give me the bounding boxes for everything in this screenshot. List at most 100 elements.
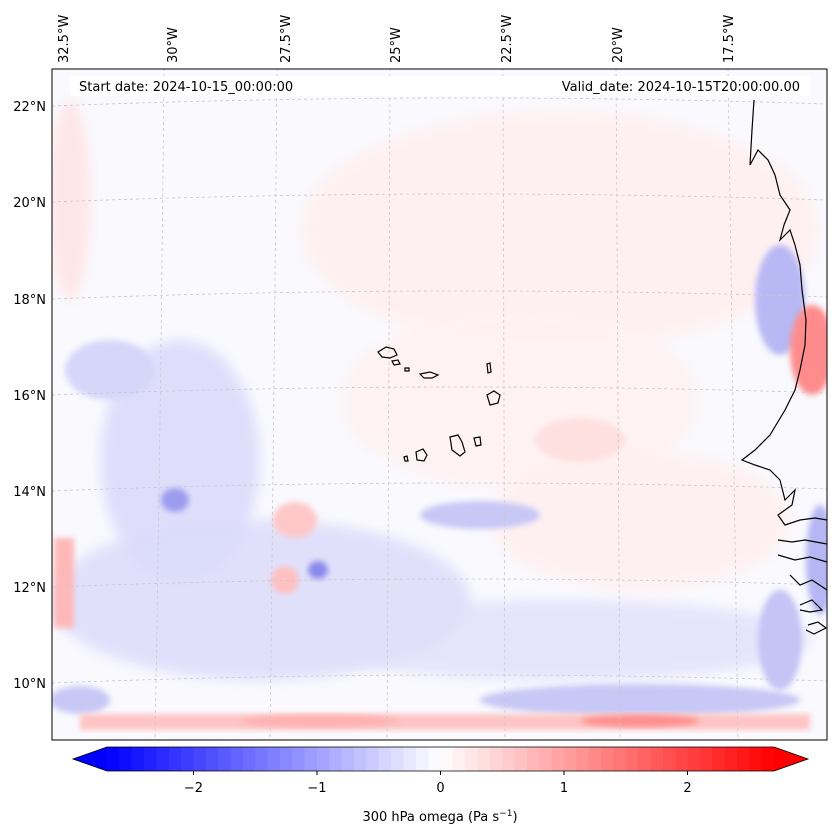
colorbar-cell bbox=[736, 747, 750, 771]
colorbar-cell bbox=[687, 747, 701, 771]
colorbar-cell bbox=[576, 747, 590, 771]
colorbar-cells bbox=[73, 747, 808, 771]
colorbar-cell bbox=[279, 747, 293, 771]
gambia-coast bbox=[777, 539, 827, 563]
fogo-island bbox=[415, 448, 428, 462]
colorbar-cell bbox=[675, 747, 689, 771]
colorbar-cell bbox=[551, 747, 565, 771]
colorbar-min-extend bbox=[73, 747, 107, 771]
colorbar-cell bbox=[465, 747, 479, 771]
header-strip bbox=[70, 76, 810, 96]
colorbar-cell bbox=[452, 747, 466, 771]
colorbar-cell bbox=[724, 747, 738, 771]
valid-date-label: Valid_date: 2024-10-15T20:00:00.00 bbox=[562, 80, 800, 95]
lon-label-27-5w: 27.5°W bbox=[279, 15, 294, 63]
map-panel: Start date: 2024-10-15_00:00:00 Valid_da… bbox=[51, 68, 828, 741]
colorbar-cell bbox=[403, 747, 417, 771]
santo-antao-island bbox=[377, 346, 398, 359]
colorbar-cell bbox=[650, 747, 664, 771]
africa-coast bbox=[740, 99, 827, 526]
colorbar-cell bbox=[168, 747, 182, 771]
colorbar-cell bbox=[144, 747, 158, 771]
colorbar-cell bbox=[193, 747, 207, 771]
santiago-island bbox=[449, 434, 466, 457]
maio-island bbox=[473, 436, 482, 447]
colorbar-cell bbox=[242, 747, 256, 771]
sal-island bbox=[486, 362, 492, 374]
lon-label-30w: 30°W bbox=[166, 27, 181, 63]
colorbar-cell bbox=[415, 747, 429, 771]
lon-label-32-5w: 32.5°W bbox=[57, 15, 72, 63]
colorbar-max-extend bbox=[774, 747, 808, 771]
colorbar-cell bbox=[255, 747, 269, 771]
lat-label-12n: 12°N bbox=[13, 581, 46, 596]
guinea-coast bbox=[789, 574, 827, 635]
graticule bbox=[52, 69, 827, 740]
colorbar-outline bbox=[71, 746, 810, 772]
colorbar-cell bbox=[588, 747, 602, 771]
colorbar-cell bbox=[638, 747, 652, 771]
latitude-labels: 22°N 20°N 18°N 16°N 14°N 12°N 10°N bbox=[13, 100, 46, 692]
colorbar-cell bbox=[391, 747, 405, 771]
lat-label-16n: 16°N bbox=[13, 389, 46, 404]
colorbar-cell bbox=[366, 747, 380, 771]
colorbar-cell bbox=[230, 747, 244, 771]
colorbar-cell bbox=[502, 747, 516, 771]
colorbar-cell bbox=[477, 747, 491, 771]
boa-vista-island bbox=[486, 390, 501, 406]
colorbar-cell bbox=[267, 747, 281, 771]
santa-luzia-island bbox=[404, 367, 410, 372]
colorbar-cell bbox=[304, 747, 318, 771]
colorbar-cell bbox=[316, 747, 330, 771]
colorbar-cell bbox=[156, 747, 170, 771]
lon-label-17-5w: 17.5°W bbox=[722, 15, 737, 63]
colorbar-cell bbox=[341, 747, 355, 771]
colorbar-cell bbox=[440, 747, 454, 771]
colorbar: −2 −1 0 1 2 300 hPa omega (Pa s−1) bbox=[71, 746, 810, 825]
lat-label-18n: 18°N bbox=[13, 293, 46, 308]
colorbar-tick-label: 0 bbox=[436, 781, 444, 796]
colorbar-cell bbox=[354, 747, 367, 771]
brava-island bbox=[403, 455, 409, 462]
lat-label-20n: 20°N bbox=[13, 196, 46, 211]
longitude-labels: 32.5°W 30°W 27.5°W 25°W 22.5°W 20°W 17.5… bbox=[57, 15, 737, 63]
colorbar-tick-label: −2 bbox=[184, 781, 203, 796]
colorbar-cell bbox=[119, 747, 133, 771]
colorbar-ticks: −2 −1 0 1 2 bbox=[184, 771, 692, 796]
colorbar-cell bbox=[378, 747, 392, 771]
colorbar-cell bbox=[662, 747, 676, 771]
sao-vicente-island bbox=[391, 359, 401, 366]
colorbar-cell bbox=[625, 747, 639, 771]
colorbar-cell bbox=[564, 747, 577, 771]
map-frame bbox=[51, 68, 828, 741]
colorbar-cell bbox=[699, 747, 713, 771]
lat-label-10n: 10°N bbox=[13, 677, 46, 692]
coastlines bbox=[377, 99, 827, 635]
lon-label-22-5w: 22.5°W bbox=[500, 15, 515, 63]
colorbar-cell bbox=[539, 747, 553, 771]
colorbar-cell bbox=[526, 747, 540, 771]
colorbar-cell bbox=[514, 747, 528, 771]
colorbar-cell bbox=[329, 747, 343, 771]
colorbar-tick-label: −1 bbox=[307, 781, 326, 796]
lon-label-20w: 20°W bbox=[611, 27, 626, 63]
colorbar-cell bbox=[218, 747, 232, 771]
colorbar-cell bbox=[428, 747, 442, 771]
colorbar-cell bbox=[613, 747, 627, 771]
colorbar-cell bbox=[761, 747, 775, 771]
colorbar-cell bbox=[292, 747, 306, 771]
lat-label-22n: 22°N bbox=[13, 100, 46, 115]
colorbar-label: 300 hPa omega (Pa s−1) bbox=[362, 809, 517, 825]
lat-label-14n: 14°N bbox=[13, 485, 46, 500]
colorbar-cell bbox=[205, 747, 219, 771]
colorbar-cell bbox=[712, 747, 726, 771]
colorbar-cell bbox=[107, 747, 120, 771]
colorbar-cell bbox=[749, 747, 763, 771]
colorbar-cell bbox=[489, 747, 503, 771]
colorbar-cell bbox=[181, 747, 195, 771]
colorbar-tick-label: 2 bbox=[683, 781, 691, 796]
lon-label-25w: 25°W bbox=[389, 27, 404, 63]
start-date-label: Start date: 2024-10-15_00:00:00 bbox=[79, 80, 293, 95]
sao-nicolau-island bbox=[418, 371, 440, 379]
